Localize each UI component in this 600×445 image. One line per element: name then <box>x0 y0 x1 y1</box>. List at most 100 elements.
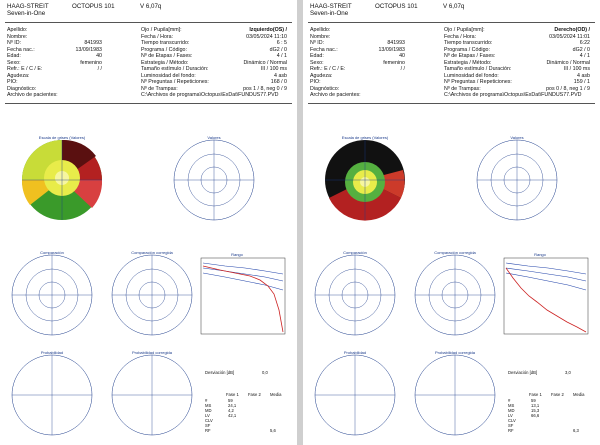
stat-value-ms: 24,1 <box>228 403 237 408</box>
stat-value-ms: 13,1 <box>531 403 540 408</box>
brand-label: HAAG-STREIT <box>310 3 352 10</box>
value-luminosidad: 4 asb <box>577 72 590 79</box>
value-fecha-nac: 13/09/1983 <box>75 46 102 53</box>
bebie-curve-chart <box>200 257 286 335</box>
stat-label-clv: CLV <box>205 418 213 423</box>
label-pio: PIO: <box>310 79 321 85</box>
label-estrategia: Estrategia / Método: <box>141 59 189 66</box>
stat-value-lv: 66,6 <box>531 413 540 418</box>
bebie-curve-chart <box>503 257 589 335</box>
label-fecha-nac: Fecha nac.: <box>7 46 35 53</box>
label-fecha-nac: Fecha nac.: <box>310 46 338 53</box>
label-etapas: Nº de Etapas / Fases: <box>141 53 193 59</box>
values-map <box>476 139 558 221</box>
value-trampas: pos 1 / 8, neg 0 / 9 <box>243 85 287 92</box>
stat-label-n: # <box>508 398 511 403</box>
stat-label-rf: RF <box>205 428 211 433</box>
label-trampas: Nº de Trampas: <box>444 85 481 92</box>
stat-label-ms: MS <box>205 403 212 408</box>
label-pio: PIO: <box>7 79 18 85</box>
label-ojo: Ojo / Pupila[mm]: <box>141 27 182 33</box>
label-tiempo: Tiempo transcurrido: <box>141 40 190 46</box>
value-archivo: C:\Archivos de programa\Octopus\ExDat\FU… <box>141 92 279 98</box>
label-fecha-hora: Fecha / Hora: <box>444 33 477 40</box>
label-estimulo: Tamaño estímulo / Duración: <box>444 66 512 72</box>
value-ojo: Izquierdo(OS) / <box>249 27 287 33</box>
comparison-map <box>314 254 396 336</box>
caption-comparacion: Comparación <box>343 250 367 255</box>
label-refr: Refr.: E / C / E: <box>7 66 43 72</box>
label-edad: Edad: <box>7 53 21 59</box>
value-sexo: femenino <box>383 59 405 66</box>
caption-comparacion-corregida: Comparación corregida <box>434 250 476 255</box>
caption-escala: Escala de grises (Valores) <box>341 135 389 140</box>
caption-valores: Valores <box>510 135 524 140</box>
stat-label-n: # <box>205 398 208 403</box>
caption-comparacion: Comparación <box>40 250 64 255</box>
stat-label-lv: LV <box>205 413 210 418</box>
value-estrategia: Dinámico / Normal <box>243 59 287 66</box>
corrected-probability-map <box>111 354 193 436</box>
value-etapas: 4 / 1 <box>276 53 287 59</box>
header-fase1: Fase 1 <box>529 392 542 397</box>
label-archivo: Archivo de pacientes: <box>7 92 58 98</box>
version-label: V 6,07q <box>443 3 465 10</box>
stat-label-rf: RF <box>508 428 514 433</box>
header-fase2: Fase 2 <box>248 392 261 397</box>
value-id: 841993 <box>84 40 102 46</box>
caption-rango: Rango <box>231 252 243 257</box>
header-fase1: Fase 1 <box>226 392 239 397</box>
label-refr: Refr.: E / C / E: <box>310 66 346 72</box>
value-programa: dG2 / 0 <box>269 46 287 53</box>
stat-value-lv: 42,1 <box>228 413 237 418</box>
caption-comparacion-corregida: Comparación corregida <box>131 250 173 255</box>
model-label: OCTOPUS 101 <box>375 3 418 10</box>
info-divider <box>308 103 595 104</box>
stat-label-sf: SF <box>205 423 211 428</box>
label-desviacion: Desviación [dB] <box>205 370 235 375</box>
header-divider <box>308 22 595 23</box>
probability-map <box>314 354 396 436</box>
label-estimulo: Tamaño estímulo / Duración: <box>141 66 209 72</box>
stat-value-n: 59 <box>531 398 536 403</box>
corrected-comparison-map <box>414 254 496 336</box>
label-programa: Programa / Código: <box>444 46 490 53</box>
version-label: V 6,07q <box>140 3 162 10</box>
value-archivo: C:\Archivos de programa\Octopus\ExDat\FU… <box>444 92 582 98</box>
stat-label-sf: SF <box>508 423 514 428</box>
label-id: Nº ID: <box>310 40 325 46</box>
caption-valores: Valores <box>207 135 221 140</box>
header-fase2: Fase 2 <box>551 392 564 397</box>
stat-value-rf: 6,3 <box>573 428 579 433</box>
value-preguntas: 168 / 0 <box>270 79 287 85</box>
corrected-probability-map <box>414 354 496 436</box>
label-preguntas: Nº Preguntas / Repeticiones: <box>141 79 209 85</box>
caption-rango: Rango <box>534 252 546 257</box>
label-ojo: Ojo / Pupila[mm]: <box>444 27 485 33</box>
comparison-map <box>11 254 93 336</box>
label-luminosidad: Luminosidad del fondo: <box>141 72 196 79</box>
value-fecha-hora: 03/05/2024 11:01 <box>549 33 590 40</box>
stat-label-ms: MS <box>508 403 515 408</box>
caption-probabilidad-corregida: Probabilidad corregida <box>434 350 476 355</box>
value-tiempo: 6:22 <box>579 40 590 46</box>
right-report-page: HAAG-STREIT Seven-in-One OCTOPUS 101 V 6… <box>303 0 600 445</box>
header-divider <box>5 22 292 23</box>
left-report-page: HAAG-STREIT Seven-in-One OCTOPUS 101 V 6… <box>0 0 297 445</box>
label-sexo: Sexo: <box>7 59 21 66</box>
grayscale-map <box>21 139 103 220</box>
caption-probabilidad-corregida: Probabilidad corregida <box>131 350 173 355</box>
label-fecha-hora: Fecha / Hora: <box>141 33 174 40</box>
label-agudeza: Agudeza: <box>310 72 333 79</box>
probability-map <box>11 354 93 436</box>
label-archivo: Archivo de pacientes: <box>310 92 361 98</box>
caption-probabilidad: Probabilidad <box>343 350 367 355</box>
label-apellido: Apellido: <box>7 27 28 33</box>
value-preguntas: 159 / 1 <box>573 79 590 85</box>
stat-value-md: 15,3 <box>531 408 540 413</box>
value-refr: / / <box>97 66 102 72</box>
label-estrategia: Estrategia / Método: <box>444 59 492 66</box>
value-fecha-hora: 03/05/2024 11:10 <box>246 33 287 40</box>
value-sexo: femenino <box>80 59 102 66</box>
value-trampas: pos 0 / 8, neg 1 / 9 <box>546 85 590 92</box>
